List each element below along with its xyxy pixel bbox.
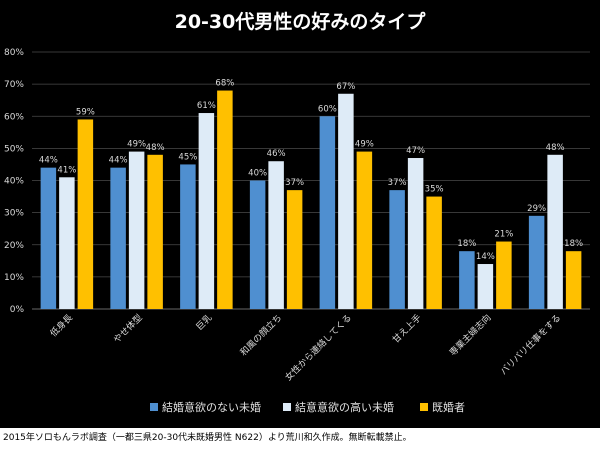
footnote: 2015年ソロもんラボ調査（一都三県20-30代未既婚男性 N622）より荒川和… (3, 433, 412, 443)
legend: 結婚意欲のない未婚 結意意欲の高い未婚 既婚者 (150, 400, 465, 414)
data-label: 60% (318, 104, 337, 114)
x-tick-label: 和風の顔立ち (238, 312, 285, 359)
data-label: 67% (336, 82, 355, 92)
bar (180, 164, 196, 309)
x-tick-label: バリバリ仕事をする (497, 312, 563, 378)
y-tick-label: 70% (4, 80, 24, 90)
bar (477, 264, 494, 309)
y-tick-label: 0% (10, 305, 25, 315)
y-tick-label: 30% (4, 209, 24, 219)
legend-swatch (150, 403, 158, 411)
data-label: 49% (355, 140, 374, 150)
data-label: 37% (285, 178, 304, 188)
bar (59, 177, 75, 309)
bar (217, 90, 233, 309)
bar (268, 161, 284, 309)
bar (147, 154, 163, 309)
chart-area: 20-30代男性の好みのタイプ 0% 10% 20% 30% 40% 50% 60% 70% 8… (0, 0, 600, 428)
bars (40, 90, 582, 310)
data-label: 45% (178, 152, 197, 162)
legend-label: 結意意欲の高い未婚 (295, 400, 394, 414)
data-label: 49% (127, 140, 146, 150)
bar-chart: 20-30代男性の好みのタイプ 0% 10% 20% 30% 40% 50% 60% 70% 8… (4, 10, 590, 414)
bar (496, 241, 512, 309)
data-label: 61% (197, 101, 216, 111)
data-label: 59% (76, 107, 95, 117)
data-label: 29% (527, 204, 546, 214)
bar (286, 190, 303, 309)
bar (407, 158, 424, 309)
data-label: 48% (546, 143, 565, 153)
data-label: 44% (109, 156, 128, 166)
x-tick-label: 低身長 (47, 312, 75, 340)
bar (389, 190, 405, 309)
bar (40, 167, 57, 309)
y-tick-label: 20% (4, 241, 24, 251)
bar (110, 167, 126, 309)
data-label: 41% (57, 165, 76, 175)
x-tick-label: 女性から連絡してくる (282, 312, 354, 384)
bar (356, 151, 373, 309)
bar (77, 119, 94, 310)
bar (128, 151, 145, 309)
legend-label: 結婚意欲のない未婚 (162, 400, 261, 414)
data-label: 18% (457, 239, 476, 249)
data-label: 35% (425, 185, 444, 195)
legend-swatch (420, 403, 428, 411)
y-axis-ticks: 0% 10% 20% 30% 40% 50% 60% 70% 80% (4, 48, 24, 315)
y-tick-label: 60% (4, 112, 24, 122)
data-labels: 44%41%59%44%49% 48%45%61%68%40%46%37%60%6… (39, 79, 583, 262)
data-label: 46% (267, 149, 286, 159)
data-label: 14% (476, 252, 495, 262)
data-label: 37% (388, 178, 407, 188)
data-label: 48% (146, 143, 165, 153)
bar (319, 116, 336, 309)
data-label: 44% (39, 156, 58, 166)
chart-title: 20-30代男性の好みのタイプ (175, 10, 427, 33)
bar (459, 251, 475, 309)
data-label: 18% (564, 239, 583, 249)
x-tick-label: 巨乳 (193, 312, 214, 333)
bar (249, 180, 266, 309)
bar (338, 93, 354, 309)
data-label: 21% (494, 230, 513, 240)
legend-swatch (283, 403, 291, 411)
bar (547, 154, 563, 309)
y-tick-label: 50% (4, 144, 24, 154)
bar (198, 113, 215, 309)
y-tick-label: 10% (4, 273, 24, 283)
data-label: 47% (406, 146, 425, 156)
bar (565, 251, 582, 309)
bar (426, 196, 442, 309)
x-tick-label: やせ体型 (111, 312, 145, 346)
bar (528, 215, 545, 309)
legend-label: 既婚者 (432, 400, 465, 414)
x-tick-label: 専業主婦志向 (447, 312, 494, 359)
x-axis-ticks: 低身長 やせ体型 巨乳 和風の顔立ち 女性から連絡してくる 甘え上手 専業主婦志向 バリバリ仕… (47, 312, 563, 384)
y-tick-label: 40% (4, 177, 24, 187)
x-tick-label: 甘え上手 (390, 312, 424, 346)
data-label: 68% (215, 79, 234, 89)
data-label: 40% (248, 169, 267, 179)
y-tick-label: 80% (4, 48, 24, 58)
